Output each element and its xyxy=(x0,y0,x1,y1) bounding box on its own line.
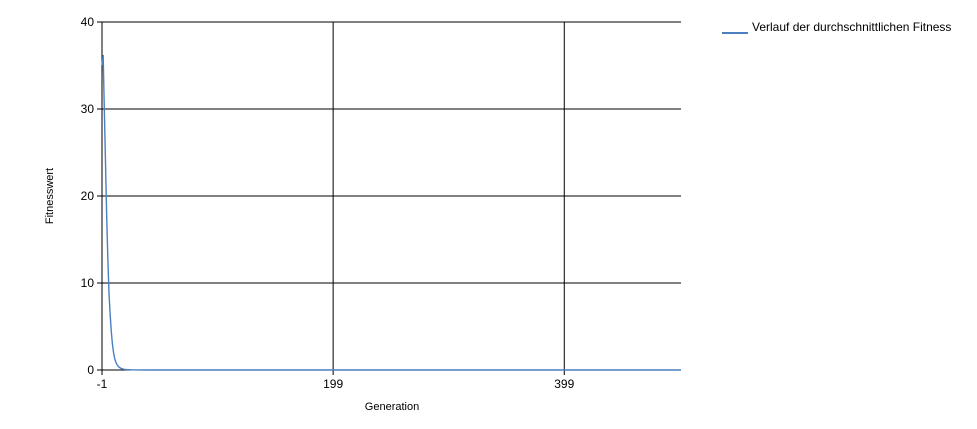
legend-line-swatch xyxy=(722,32,748,34)
grid xyxy=(102,21,681,370)
x-axis-ticks: -1 199 399 xyxy=(97,370,575,391)
y-tick-label: 20 xyxy=(81,189,95,203)
legend-label: Verlauf der durchschnittlichen Fitness xyxy=(752,20,952,34)
x-tick-label: 399 xyxy=(554,377,574,391)
y-axis-title: Fitnesswert xyxy=(44,168,56,224)
series-group xyxy=(101,54,681,371)
y-tick-label: 30 xyxy=(81,102,95,116)
y-axis-ticks: 0 10 20 30 40 xyxy=(81,15,102,377)
y-tick-label: 10 xyxy=(81,276,95,290)
x-tick-label: 199 xyxy=(323,377,343,391)
y-tick-label: 40 xyxy=(81,15,95,29)
series-line xyxy=(101,54,681,371)
x-tick-label: -1 xyxy=(97,377,108,391)
y-tick-label: 0 xyxy=(87,363,94,377)
x-axis-title: Generation xyxy=(365,401,419,413)
